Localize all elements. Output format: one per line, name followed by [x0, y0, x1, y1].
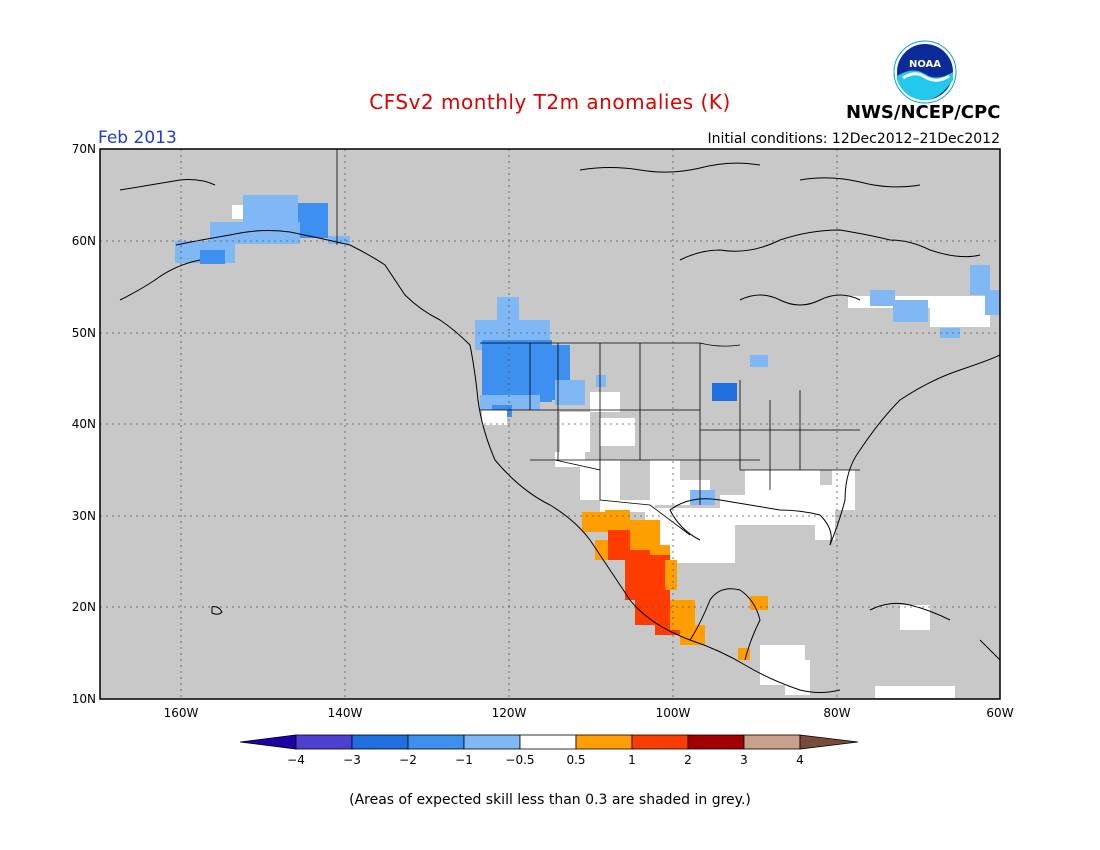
lon-label: 100W	[656, 706, 691, 720]
upper-midwest-cold-anomaly	[712, 355, 768, 401]
map-title: CFSv2 monthly T2m anomalies (K)	[369, 90, 731, 114]
coastlines	[119, 162, 1000, 693]
colorbar-box	[351, 734, 409, 750]
colorbar-box	[575, 734, 633, 750]
gridlines	[100, 149, 1000, 699]
colorbar-tick: −2	[399, 753, 417, 767]
lat-label: 40N	[72, 417, 96, 431]
lon-label: 120W	[492, 706, 527, 720]
colorbar-low-arrow	[239, 734, 297, 750]
lon-label: 160W	[164, 706, 199, 720]
skill-footnote: (Areas of expected skill less than 0.3 a…	[349, 792, 751, 808]
lon-label: 60W	[986, 706, 1013, 720]
colorbar-tick: −4	[287, 753, 305, 767]
colorbar-high-arrow	[799, 734, 859, 750]
lat-label: 60N	[72, 234, 96, 248]
longitude-labels: 160W 140W 120W 100W 80W 60W	[164, 706, 1014, 720]
colorbar-box	[687, 734, 745, 750]
colorbar-box	[519, 734, 577, 750]
latitude-labels: 10N 20N 30N 40N 50N 60N 70N	[72, 142, 96, 706]
colorbar-box	[407, 734, 465, 750]
eastern-canada-cold-anomaly	[848, 265, 1000, 338]
noaa-logo-text: NOAA	[909, 59, 941, 70]
colorbar-ticks: −4 −3 −2 −1 −0.5 0.5 1 2 3 4	[287, 753, 804, 767]
colorbar-tick: 2	[684, 753, 692, 767]
mexico-warm-anomaly	[582, 510, 768, 660]
colorbar-tick: 1	[628, 753, 636, 767]
southeast-neutral-anomaly	[720, 470, 855, 540]
political-borders	[336, 149, 860, 536]
anomaly-fields	[100, 149, 1000, 699]
colorbar: −4 −3 −2 −1 −0.5 0.5 1 2 3 4	[239, 734, 859, 767]
colorbar-box	[631, 734, 689, 750]
colorbar-tick: 4	[796, 753, 804, 767]
alaska-cold-anomaly	[175, 195, 350, 264]
central-america-neutral-anomaly	[760, 605, 955, 698]
lat-label: 70N	[72, 142, 96, 156]
colorbar-tick: −0.5	[505, 753, 534, 767]
lat-label: 10N	[72, 692, 96, 706]
colorbar-box	[743, 734, 801, 750]
colorbar-tick: −3	[343, 753, 361, 767]
pacific-northwest-cold-anomaly	[475, 297, 620, 425]
initial-conditions: Initial conditions: 12Dec2012–21Dec2012	[707, 131, 1000, 147]
noaa-logo: NOAA	[893, 40, 957, 104]
lat-label: 50N	[72, 326, 96, 340]
colorbar-box	[295, 734, 353, 750]
lon-label: 80W	[823, 706, 850, 720]
colorbar-box	[463, 734, 521, 750]
forecast-month: Feb 2013	[98, 128, 177, 148]
lat-label: 30N	[72, 509, 96, 523]
agency-label: NWS/NCEP/CPC	[846, 102, 1001, 123]
colorbar-tick: 0.5	[566, 753, 585, 767]
colorbar-tick: −1	[455, 753, 473, 767]
lon-label: 140W	[328, 706, 363, 720]
lat-label: 20N	[72, 600, 96, 614]
colorbar-tick: 3	[740, 753, 748, 767]
